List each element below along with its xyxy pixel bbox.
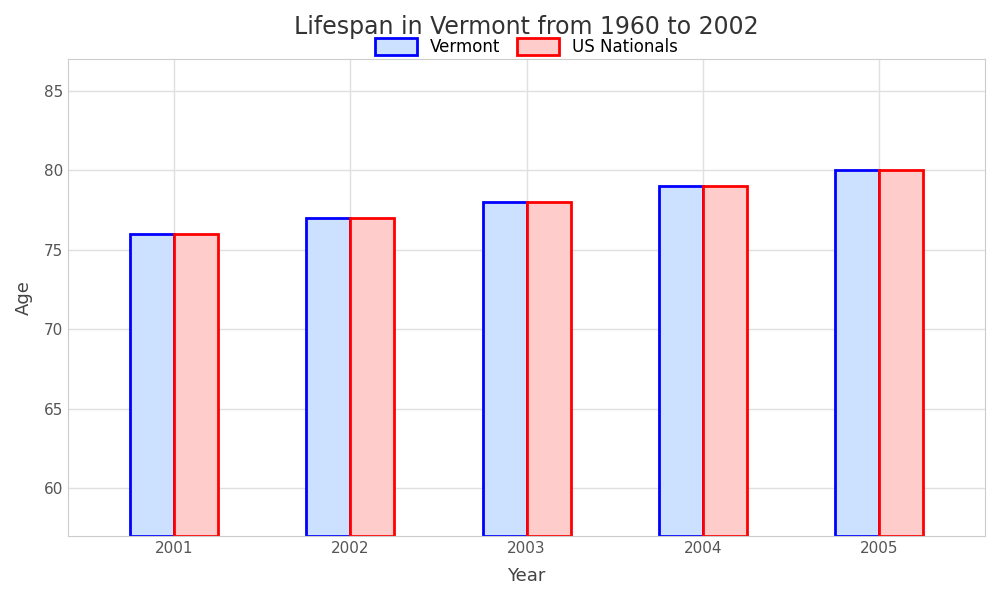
Bar [350, 218, 394, 536]
Bar [306, 218, 350, 536]
Title: Lifespan in Vermont from 1960 to 2002: Lifespan in Vermont from 1960 to 2002 [294, 15, 759, 39]
Bar [130, 234, 174, 536]
Bar [879, 170, 923, 536]
Y-axis label: Age: Age [15, 280, 33, 315]
X-axis label: Year: Year [507, 567, 546, 585]
Bar [527, 202, 571, 536]
Bar [659, 186, 703, 536]
Bar [703, 186, 747, 536]
Bar [174, 234, 218, 536]
Bar [835, 170, 879, 536]
Legend: Vermont, US Nationals: Vermont, US Nationals [367, 29, 686, 64]
Bar [483, 202, 527, 536]
